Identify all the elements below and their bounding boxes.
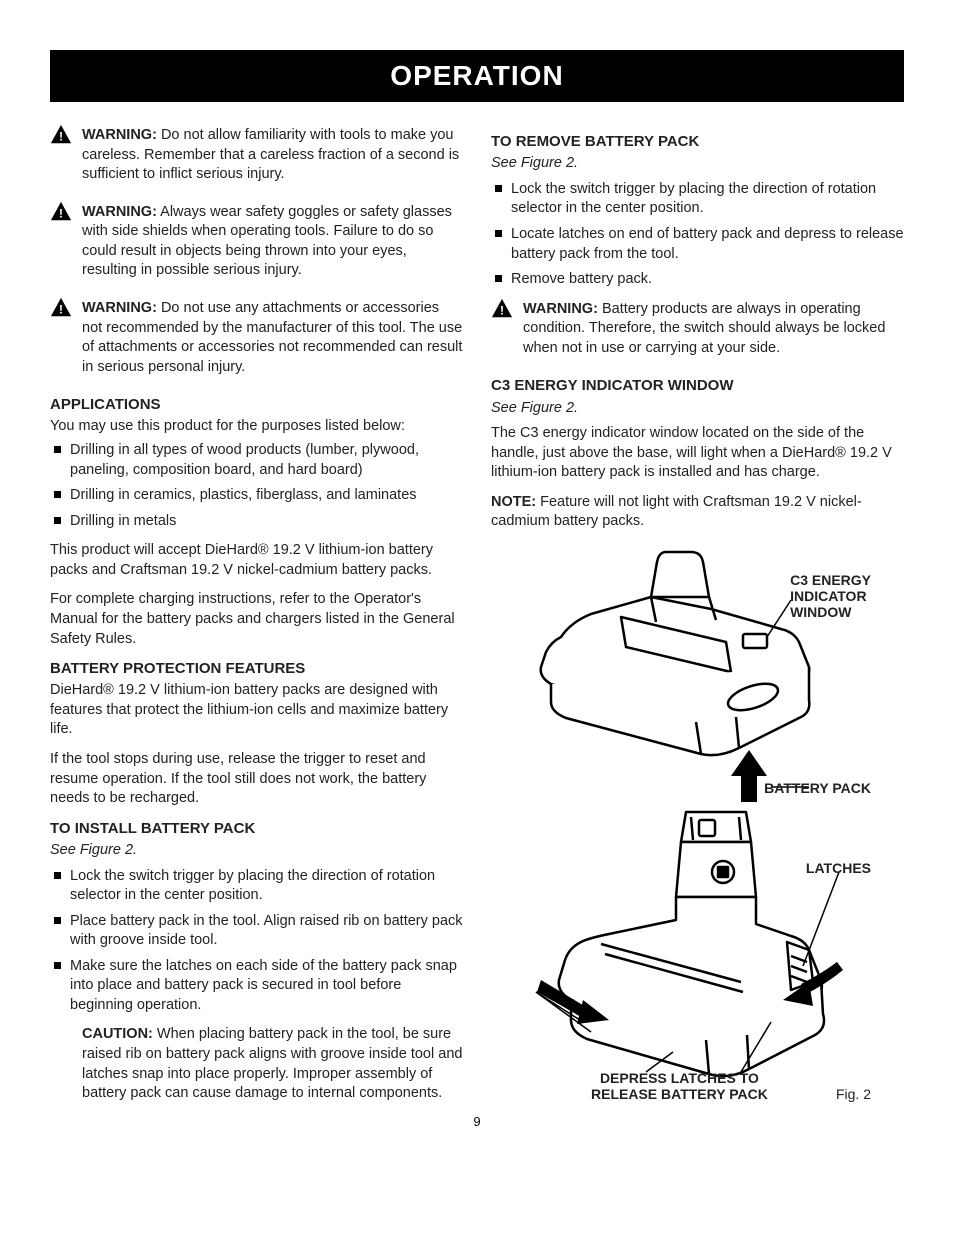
warning-battery-products: ! WARNING: Battery products are always i… (491, 300, 904, 359)
caution-label: CAUTION: (82, 1026, 153, 1042)
applications-intro: You may use this product for the purpose… (50, 417, 463, 437)
applications-heading: APPLICATIONS (50, 395, 463, 415)
warning-icon: ! (491, 298, 513, 318)
warning-label: WARNING: (523, 301, 598, 317)
list-item: Remove battery pack. (491, 270, 904, 290)
warning-goggles: ! WARNING: Always wear safety goggles or… (50, 203, 463, 281)
figure-2: C3 ENERGY INDICATOR WINDOW BATTERY PACK … (491, 542, 871, 1102)
list-item: Lock the switch trigger by placing the d… (50, 867, 463, 906)
battery-diagram (491, 542, 871, 1102)
applications-list: Drilling in all types of wood products (… (50, 441, 463, 531)
warning-label: WARNING: (82, 300, 157, 316)
c3-note: NOTE: Feature will not light with Crafts… (491, 493, 904, 532)
bpf-p1: DieHard® 19.2 V lithium-ion battery pack… (50, 681, 463, 740)
bpf-heading: BATTERY PROTECTION FEATURES (50, 659, 463, 679)
fig-caption: Fig. 2 (836, 1086, 871, 1102)
fig-label-latches: LATCHES (806, 860, 871, 876)
warning-icon: ! (50, 201, 72, 221)
warning-familiarity: ! WARNING: Do not allow familiarity with… (50, 126, 463, 185)
warning-attachments: ! WARNING: Do not use any attachments or… (50, 299, 463, 377)
install-see-figure: See Figure 2. (50, 841, 463, 861)
c3-p1: The C3 energy indicator window located o… (491, 424, 904, 483)
fig-label-energy: C3 ENERGY INDICATOR WINDOW (790, 572, 871, 620)
c3-see-figure: See Figure 2. (491, 399, 904, 419)
install-list: Lock the switch trigger by placing the d… (50, 867, 463, 1016)
svg-text:!: ! (500, 303, 504, 317)
list-item: Drilling in all types of wood products (… (50, 441, 463, 480)
install-heading: TO INSTALL BATTERY PACK (50, 819, 463, 839)
manual-page: OPERATION ! WARNING: Do not allow famili… (0, 0, 954, 1235)
applications-p1: This product will accept DieHard® 19.2 V… (50, 541, 463, 580)
applications-p2: For complete charging instructions, refe… (50, 590, 463, 649)
list-item: Make sure the latches on each side of th… (50, 957, 463, 1016)
warning-icon: ! (50, 124, 72, 144)
list-item: Lock the switch trigger by placing the d… (491, 180, 904, 219)
two-columns: ! WARNING: Do not allow familiarity with… (50, 126, 904, 1104)
note-label: NOTE: (491, 494, 536, 510)
section-banner: OPERATION (50, 50, 904, 102)
caution-block: CAUTION: When placing battery pack in th… (50, 1025, 463, 1103)
warning-label: WARNING: (82, 204, 157, 220)
page-number: 9 (50, 1114, 904, 1129)
right-column: TO REMOVE BATTERY PACK See Figure 2. Loc… (491, 126, 904, 1104)
c3-heading: C3 ENERGY INDICATOR WINDOW (491, 376, 904, 396)
list-item: Place battery pack in the tool. Align ra… (50, 912, 463, 951)
fig-label-depress: DEPRESS LATCHES TO RELEASE BATTERY PACK (591, 1070, 768, 1102)
left-column: ! WARNING: Do not allow familiarity with… (50, 126, 463, 1104)
warning-icon: ! (50, 297, 72, 317)
fig-label-battery: BATTERY PACK (764, 780, 871, 796)
bpf-p2: If the tool stops during use, release th… (50, 750, 463, 809)
note-text: Feature will not light with Craftsman 19… (491, 494, 862, 530)
warning-label: WARNING: (82, 127, 157, 143)
svg-text:!: ! (59, 129, 63, 143)
remove-list: Lock the switch trigger by placing the d… (491, 180, 904, 290)
svg-text:!: ! (59, 206, 63, 220)
list-item: Drilling in metals (50, 512, 463, 532)
svg-text:!: ! (59, 302, 63, 316)
remove-heading: TO REMOVE BATTERY PACK (491, 132, 904, 152)
list-item: Drilling in ceramics, plastics, fibergla… (50, 486, 463, 506)
remove-see-figure: See Figure 2. (491, 154, 904, 174)
list-item: Locate latches on end of battery pack an… (491, 225, 904, 264)
